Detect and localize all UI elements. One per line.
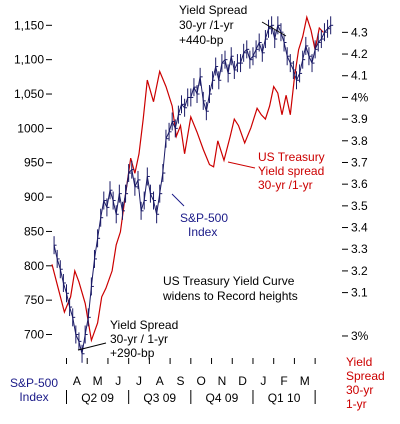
right-axis-tick-label: 3.1: [351, 286, 368, 300]
sp500-line: [53, 23, 332, 354]
left-axis-tick-label: 900: [24, 190, 44, 204]
right-axis-tick-label: 3.4: [351, 221, 368, 235]
chart-caption: US Treasury Yield Curve widens to Record…: [162, 274, 298, 303]
right-axis-tick-label: 4.3: [351, 25, 368, 39]
annotation-bottom-spread: Yield Spread 30-yr / 1-yr +290-bp: [77, 318, 178, 360]
sp500-label-line-2: Index: [188, 225, 217, 239]
sp500-label-line-1: S&P-500: [180, 211, 228, 225]
right-axis-label-line-4: 1-yr: [346, 397, 367, 411]
right-axis-tick-label: 3.9: [351, 112, 368, 126]
annotation-top-spread: Yield Spread 30-yr /1-yr +440-bp: [179, 3, 287, 47]
treasury-series-label: US Treasury Yield spread 30-yr /1-yr: [227, 150, 325, 192]
quarter-separators: [66, 390, 316, 404]
right-axis-tick-label: 4.1: [351, 69, 368, 83]
right-axis-tick-label: 3.3: [351, 242, 368, 256]
sp500-series: [53, 16, 334, 363]
month-label: F: [280, 374, 287, 388]
treasury-label-line-2: Yield spread: [258, 164, 324, 178]
treasury-label-line-3: 30-yr /1-yr: [258, 178, 313, 192]
month-label: O: [197, 374, 206, 388]
right-axis-tick-label: 3.7: [351, 155, 368, 169]
month-label: D: [238, 374, 247, 388]
annotation-bottom-line-1: Yield Spread: [110, 318, 178, 332]
sp500-label-pointer: [171, 193, 185, 207]
left-axis-tick-label: 800: [24, 259, 44, 273]
left-axis-tick-label: 850: [24, 224, 44, 238]
caption-line-1: US Treasury Yield Curve: [163, 274, 295, 288]
left-axis-tick-label: 950: [24, 156, 44, 170]
right-axis-label-line-1: Yield: [346, 355, 372, 369]
annotation-top-line-1: Yield Spread: [179, 3, 247, 17]
right-axis-tick-label: 4.2: [351, 47, 368, 61]
month-label: A: [73, 374, 81, 388]
month-label: M: [93, 374, 103, 388]
right-axis-tick-labels: 3% 3.1 3.2 3.3 3.4 3.5 3.6 3.7 3.8 3.9 4% 4.1 4.2 4.3: [351, 25, 369, 343]
quarter-label: Q2 09: [81, 391, 114, 405]
month-label: J: [260, 374, 266, 388]
treasury-spread-series: [51, 14, 324, 343]
right-axis-label-line-2: Spread: [346, 369, 385, 383]
annotation-top-line-3: +440-bp: [179, 33, 224, 47]
month-label: S: [176, 374, 184, 388]
left-axis-ticks: [46, 24, 52, 336]
left-axis-tick-label: 1,050: [14, 87, 44, 101]
annotation-bottom-pointer: [77, 342, 107, 351]
annotation-bottom-line-2: 30-yr / 1-yr: [110, 332, 168, 346]
right-axis-tick-label: 3.5: [351, 199, 368, 213]
month-ticks: [66, 358, 316, 364]
right-axis-label: Yield Spread 30-yr 1-yr: [346, 355, 385, 411]
right-axis-label-line-3: 30-yr: [346, 383, 373, 397]
right-axis-tick-label: 3.2: [351, 264, 368, 278]
month-label: M: [300, 374, 310, 388]
left-axis-tick-label: 700: [24, 328, 44, 342]
right-axis-tick-label: 4%: [351, 90, 369, 104]
left-axis-tick-label: 1000: [17, 121, 44, 135]
quarter-label: Q4 09: [206, 391, 239, 405]
month-label: N: [218, 374, 227, 388]
treasury-spread-line: [51, 14, 324, 343]
treasury-label-pointer: [227, 161, 256, 169]
month-label: A: [156, 374, 164, 388]
annotation-bottom-line-3: +290-bp: [110, 346, 155, 360]
month-label: J: [136, 374, 142, 388]
right-axis-ticks: [342, 31, 348, 337]
month-label: J: [115, 374, 121, 388]
annotation-top-line-2: 30-yr /1-yr: [179, 18, 234, 32]
left-axis-tick-label: 1,100: [14, 53, 44, 67]
quarter-label: Q1 10: [268, 391, 301, 405]
left-axis-tick-label: 1,150: [14, 18, 44, 32]
right-axis-tick-label: 3%: [351, 329, 369, 343]
caption-line-2: widens to Record heights: [162, 289, 298, 303]
treasury-label-line-1: US Treasury: [258, 150, 325, 164]
left-axis-tick-label: 750: [24, 293, 44, 307]
sp500-series-label: S&P-500 Index: [171, 193, 228, 239]
annotation-top-pointer: [261, 21, 287, 37]
left-axis-label: S&P-500 Index: [10, 376, 58, 404]
quarter-labels: Q2 09 Q3 09 Q4 09 Q1 10: [81, 391, 300, 405]
quarter-label: Q3 09: [143, 391, 176, 405]
left-axis-label-line-2: Index: [19, 390, 48, 404]
left-axis-label-line-1: S&P-500: [10, 376, 58, 390]
left-axis-tick-labels: 700 750 800 850 900 950 1000 1,050 1,100 1,150: [14, 18, 44, 341]
right-axis-tick-label: 3.6: [351, 177, 368, 191]
right-axis-tick-label: 3.8: [351, 134, 368, 148]
